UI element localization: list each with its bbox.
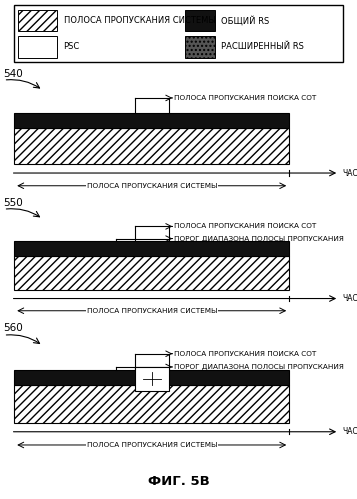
- Bar: [185, 9, 215, 31]
- Text: ПОЛОСА ПРОПУСКАНИЯ СИСТЕМЫ: ПОЛОСА ПРОПУСКАНИЯ СИСТЕМЫ: [64, 16, 215, 25]
- Text: ПОЛОСА ПРОПУСКАНИЯ ПОИСКА СОТ: ПОЛОСА ПРОПУСКАНИЯ ПОИСКА СОТ: [174, 351, 316, 357]
- Text: ПОЛОСА ПРОПУСКАНИЯ СИСТЕМЫ: ПОЛОСА ПРОПУСКАНИЯ СИСТЕМЫ: [86, 308, 217, 314]
- Text: 550: 550: [4, 198, 23, 208]
- Text: ФИГ. 5В: ФИГ. 5В: [148, 475, 209, 488]
- Text: ЧАСТОТА: ЧАСТОТА: [343, 427, 357, 436]
- Bar: [185, 36, 215, 58]
- Text: ПОЛОСА ПРОПУСКАНИЯ ПОИСКА СОТ: ПОЛОСА ПРОПУСКАНИЯ ПОИСКА СОТ: [174, 224, 316, 230]
- Bar: [14, 129, 289, 164]
- Text: ОБЩИЙ RS: ОБЩИЙ RS: [221, 15, 270, 25]
- Bar: [14, 385, 289, 423]
- Text: ЧАСТОТА: ЧАСТОТА: [343, 294, 357, 303]
- Bar: [17, 36, 57, 58]
- Text: ПОЛОСА ПРОПУСКАНИЯ СИСТЕМЫ: ПОЛОСА ПРОПУСКАНИЯ СИСТЕМЫ: [86, 183, 217, 189]
- Text: PSC: PSC: [64, 42, 80, 51]
- Text: 560: 560: [4, 323, 23, 333]
- Bar: [135, 367, 169, 391]
- Text: ПОЛОСА ПРОПУСКАНИЯ СИСТЕМЫ: ПОЛОСА ПРОПУСКАНИЯ СИСТЕМЫ: [86, 442, 217, 448]
- Bar: [14, 256, 289, 290]
- Bar: [14, 241, 289, 256]
- Text: ЧАСТОТА: ЧАСТОТА: [343, 169, 357, 178]
- Text: ПОРОГ ДИАПАЗОНА ПОЛОСЫ ПРОПУСКАНИЯ: ПОРОГ ДИАПАЗОНА ПОЛОСЫ ПРОПУСКАНИЯ: [174, 364, 344, 370]
- Text: ПОЛОСА ПРОПУСКАНИЯ ПОИСКА СОТ: ПОЛОСА ПРОПУСКАНИЯ ПОИСКА СОТ: [174, 95, 316, 101]
- Bar: [14, 113, 289, 129]
- Bar: [17, 9, 57, 31]
- Text: РАСШИРЕННЫЙ RS: РАСШИРЕННЫЙ RS: [221, 42, 304, 51]
- Bar: [14, 370, 289, 385]
- Text: 540: 540: [4, 69, 23, 79]
- Text: ПОРОГ ДИАПАЗОНА ПОЛОСЫ ПРОПУСКАНИЯ: ПОРОГ ДИАПАЗОНА ПОЛОСЫ ПРОПУСКАНИЯ: [174, 236, 344, 242]
